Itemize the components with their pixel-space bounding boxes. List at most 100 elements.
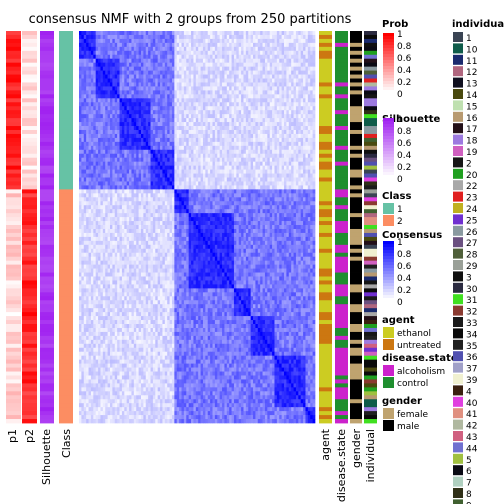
consensus-cell <box>112 46 116 52</box>
consensus-cell <box>262 74 266 79</box>
consensus-cell <box>145 78 149 83</box>
consensus-cell <box>236 153 240 159</box>
consensus-cell <box>214 205 218 210</box>
consensus-cell <box>262 94 266 99</box>
consensus-cell <box>262 114 266 119</box>
consensus-cell <box>207 42 211 48</box>
consensus-cell <box>83 58 87 64</box>
consensus-cell <box>217 94 220 99</box>
consensus-cell <box>90 62 94 67</box>
consensus-cell <box>212 129 216 135</box>
consensus-cell <box>143 114 147 119</box>
consensus-cell <box>305 169 309 174</box>
consensus-cell <box>205 153 209 159</box>
consensus-cell <box>307 70 311 75</box>
consensus-cell <box>117 133 120 139</box>
silhouette-cell <box>40 110 54 115</box>
consensus-cell <box>107 58 111 64</box>
consensus-cell <box>162 122 166 127</box>
consensus-cell <box>131 122 135 127</box>
consensus-cell <box>214 197 218 202</box>
consensus-cell <box>148 102 151 107</box>
consensus-cell <box>217 102 220 107</box>
consensus-cell <box>145 54 149 60</box>
consensus-cell <box>310 209 313 214</box>
consensus-cell <box>157 70 161 75</box>
consensus-cell <box>279 205 282 210</box>
consensus-cell <box>143 58 147 64</box>
consensus-cell <box>83 66 87 71</box>
consensus-cell <box>274 181 278 186</box>
consensus-cell <box>248 173 251 178</box>
p2-cell <box>22 173 37 178</box>
consensus-cell <box>255 38 259 44</box>
consensus-cell <box>214 62 218 67</box>
consensus-cell <box>119 50 123 56</box>
consensus-cell <box>269 86 273 91</box>
consensus-cell <box>298 38 302 44</box>
consensus-cell <box>195 145 199 151</box>
consensus-cell <box>267 82 271 87</box>
consensus-cell <box>133 153 137 159</box>
consensus-cell <box>126 153 130 159</box>
consensus-cell <box>281 181 285 186</box>
consensus-cell <box>102 157 106 163</box>
consensus-cell <box>212 54 216 60</box>
consensus-cell <box>236 66 240 71</box>
consensus-cell <box>109 169 113 174</box>
consensus-cell <box>293 129 297 135</box>
consensus-cell <box>145 38 149 44</box>
consensus-cell <box>121 90 125 95</box>
consensus-cell <box>105 54 108 60</box>
consensus-cell <box>100 185 104 190</box>
consensus-cell <box>90 106 94 111</box>
consensus-cell <box>133 110 137 115</box>
consensus-cell <box>238 185 242 190</box>
consensus-cell <box>222 197 225 202</box>
consensus-cell <box>179 34 182 40</box>
consensus-cell <box>179 98 182 103</box>
consensus-cell <box>241 169 244 174</box>
consensus-cell <box>107 165 111 170</box>
consensus-cell <box>229 126 232 131</box>
p2-cell <box>22 122 37 127</box>
consensus-cell <box>131 54 135 60</box>
consensus-cell <box>150 126 154 131</box>
consensus-cell <box>79 161 82 166</box>
consensus-cell <box>272 193 275 198</box>
consensus-cell <box>164 201 168 206</box>
consensus-cell <box>191 110 194 115</box>
consensus-cell <box>188 137 192 143</box>
consensus-cell <box>152 38 156 44</box>
consensus-cell <box>245 90 249 95</box>
consensus-cell <box>193 82 197 87</box>
consensus-cell <box>129 110 132 115</box>
consensus-cell <box>81 149 85 155</box>
consensus-cell <box>186 177 190 182</box>
consensus-cell <box>272 161 275 166</box>
consensus-cell <box>162 94 166 99</box>
consensus-cell <box>145 205 149 210</box>
consensus-cell <box>126 94 130 99</box>
consensus-cell <box>267 70 271 75</box>
consensus-cell <box>224 94 228 99</box>
consensus-cell <box>169 82 173 87</box>
consensus-cell <box>81 106 85 111</box>
consensus-cell <box>217 34 220 40</box>
consensus-cell <box>90 141 94 147</box>
consensus-cell <box>174 141 178 147</box>
p1-cell <box>6 391 21 396</box>
consensus-cell <box>198 189 201 194</box>
consensus-cell <box>131 169 135 174</box>
consensus-cell <box>295 161 299 166</box>
consensus-cell <box>274 94 278 99</box>
class-cell <box>59 46 73 52</box>
consensus-cell <box>167 31 170 36</box>
consensus-cell <box>188 213 192 218</box>
consensus-cell <box>150 34 154 40</box>
consensus-cell <box>191 102 194 107</box>
consensus-cell <box>195 137 199 143</box>
consensus-cell <box>238 90 242 95</box>
consensus-cell <box>217 189 220 194</box>
consensus-cell <box>86 70 89 75</box>
